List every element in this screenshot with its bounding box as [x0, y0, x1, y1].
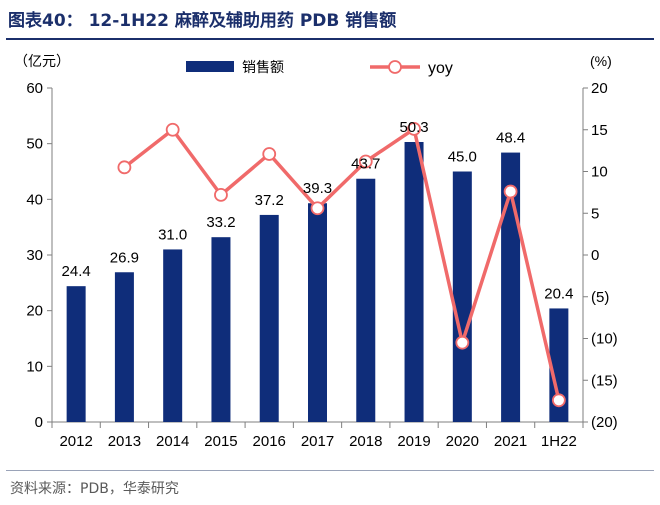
y-left-tick-label: 20: [26, 303, 43, 320]
figure-title: 图表40： 12-1H22 麻醉及辅助用药 PDB 销售额: [8, 11, 397, 31]
yoy-point: [407, 122, 421, 136]
x-tick-label: 2013: [108, 433, 141, 450]
y-right-tick-label: 15: [591, 122, 608, 139]
bar-series: [66, 141, 569, 422]
y-left-unit-label: （亿元）: [14, 53, 70, 69]
bar-value-label: 24.4: [62, 263, 91, 280]
yoy-point: [262, 147, 277, 161]
legend-bar-swatch: [186, 61, 234, 72]
bar-value-label: 26.9: [110, 249, 139, 266]
data-labels: 24.4 26.9 31.0 33.2 37.2 39.3 43.7 50.3 45.0 48.4…: [62, 119, 574, 302]
yoy-point: [310, 201, 325, 216]
source-rule: [6, 470, 654, 471]
legend-line-label: yoy: [428, 60, 453, 77]
y-right-tick-label: (5): [591, 289, 609, 306]
y-right-tick-label: 0: [591, 247, 599, 264]
yoy-point: [214, 187, 228, 202]
y-right-tick-label: (20): [591, 414, 618, 431]
x-tick-label: 2014: [156, 433, 189, 450]
y-left-tick-label: 60: [26, 80, 43, 97]
y-right-unit-label: (%): [590, 53, 612, 69]
bar: [404, 141, 424, 422]
bar: [114, 272, 134, 422]
x-tick-label: 2016: [253, 433, 286, 450]
y-left-tick-label: 50: [26, 136, 43, 153]
yoy-point: [455, 335, 470, 350]
bar-value-label: 39.3: [303, 180, 332, 197]
bar: [356, 178, 376, 422]
bar: [308, 203, 327, 422]
x-tick-label: 2019: [397, 433, 430, 450]
bar: [211, 237, 231, 422]
bar-value-label: 48.4: [496, 130, 525, 147]
x-tick-label: 2021: [494, 433, 527, 450]
y-left-tick-label: 30: [26, 247, 43, 264]
legend: 销售额 yoy: [186, 59, 453, 77]
bar: [66, 286, 86, 422]
legend-line-marker: [388, 60, 402, 74]
x-tick-label: 2012: [59, 433, 92, 450]
bar-value-label: 20.4: [544, 285, 573, 302]
source-note: 资料来源：PDB，华泰研究: [10, 481, 179, 497]
bar: [163, 249, 183, 422]
bar-value-label: 50.3: [399, 119, 428, 136]
y-right-tick-label: 5: [591, 205, 599, 222]
bar-value-label: 43.7: [351, 156, 380, 173]
x-tick-label: 2018: [349, 433, 382, 450]
legend-bar-label: 销售额: [242, 59, 284, 75]
yoy-line: [123, 127, 561, 401]
y-right-tick-label: (15): [591, 372, 618, 389]
y-right-tick-label: 10: [591, 164, 608, 181]
title-rule: [6, 38, 654, 40]
bar: [259, 214, 279, 422]
bar: [501, 152, 521, 422]
bar-value-label: 31.0: [158, 226, 187, 243]
y-left-tick-label: 40: [26, 191, 43, 208]
y-left-tick-label: 0: [35, 414, 43, 431]
yoy-point: [117, 160, 132, 175]
yoy-series: [117, 122, 566, 408]
x-tick-label: 1H22: [541, 433, 577, 450]
y-left-tick-label: 10: [26, 358, 43, 375]
y-right-tick-label: (10): [591, 331, 618, 348]
yoy-point: [165, 122, 180, 137]
yoy-point: [503, 184, 518, 199]
bar: [549, 308, 569, 422]
yoy-point: [551, 393, 566, 408]
y-right-tick-label: 20: [591, 80, 608, 97]
bar-value-label: 33.2: [206, 214, 235, 231]
bar: [452, 171, 472, 422]
yoy-point: [358, 154, 373, 169]
x-tick-label: 2015: [204, 433, 237, 450]
bar-value-label: 37.2: [255, 192, 284, 209]
x-tick-label: 2017: [301, 433, 334, 450]
bar-value-label: 45.0: [448, 149, 477, 166]
x-tick-label: 2020: [446, 433, 479, 450]
